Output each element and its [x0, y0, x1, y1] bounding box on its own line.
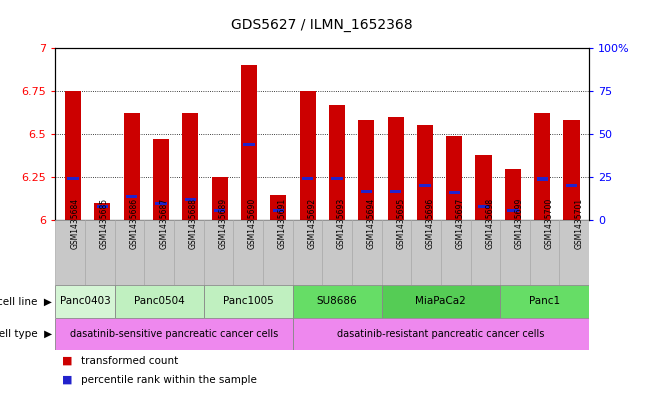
Bar [185, 198, 196, 201]
Bar [126, 195, 137, 198]
Text: GSM1435700: GSM1435700 [545, 198, 553, 249]
Bar [115, 220, 145, 285]
Bar [124, 113, 140, 220]
Bar [358, 120, 374, 220]
Bar [475, 155, 492, 220]
Bar [505, 169, 521, 220]
Bar [94, 203, 110, 220]
Bar [381, 220, 411, 285]
Bar [270, 195, 286, 220]
Bar [233, 220, 263, 285]
Text: dasatinib-resistant pancreatic cancer cells: dasatinib-resistant pancreatic cancer ce… [337, 329, 544, 339]
Text: GSM1435698: GSM1435698 [486, 198, 494, 249]
Bar [302, 176, 313, 180]
Text: GSM1435684: GSM1435684 [70, 198, 79, 249]
Bar [534, 113, 550, 220]
Bar [478, 205, 489, 208]
Bar [361, 189, 372, 193]
Text: GSM1435685: GSM1435685 [100, 198, 109, 249]
Bar [243, 143, 255, 146]
Bar [331, 176, 342, 180]
Bar [559, 220, 589, 285]
Bar [174, 220, 204, 285]
Bar [500, 285, 589, 318]
Text: GSM1435686: GSM1435686 [130, 198, 139, 249]
Bar [322, 220, 352, 285]
Bar [352, 220, 381, 285]
Bar [156, 202, 167, 205]
Bar [55, 285, 115, 318]
Bar [241, 65, 257, 220]
Text: Panc1: Panc1 [529, 296, 561, 307]
Text: GSM1435692: GSM1435692 [307, 198, 316, 249]
Text: GSM1435691: GSM1435691 [278, 198, 286, 249]
Bar [419, 184, 430, 187]
Bar [292, 285, 381, 318]
Bar [292, 318, 589, 350]
Text: Panc0403: Panc0403 [60, 296, 111, 307]
Text: cell type  ▶: cell type ▶ [0, 329, 52, 339]
Bar [390, 189, 401, 193]
Bar [115, 285, 204, 318]
Text: GDS5627 / ILMN_1652368: GDS5627 / ILMN_1652368 [232, 18, 413, 32]
Bar [214, 209, 225, 212]
Bar [204, 220, 233, 285]
Text: percentile rank within the sample: percentile rank within the sample [81, 375, 257, 385]
Bar [500, 220, 530, 285]
Bar [441, 220, 471, 285]
Bar [564, 120, 579, 220]
Bar [65, 91, 81, 220]
Bar [96, 205, 108, 208]
Bar [381, 285, 500, 318]
Bar [446, 136, 462, 220]
Text: cell line  ▶: cell line ▶ [0, 296, 52, 307]
Bar [411, 220, 441, 285]
Text: MiaPaCa2: MiaPaCa2 [415, 296, 466, 307]
Text: GSM1435687: GSM1435687 [159, 198, 168, 249]
Bar [449, 191, 460, 195]
Bar [329, 105, 345, 220]
Bar [536, 177, 548, 180]
Bar [387, 117, 404, 220]
Bar [507, 209, 519, 212]
Text: GSM1435695: GSM1435695 [396, 198, 406, 249]
Bar [263, 220, 292, 285]
Text: GSM1435688: GSM1435688 [189, 198, 198, 249]
Text: SU8686: SU8686 [317, 296, 357, 307]
Text: Panc0504: Panc0504 [133, 296, 184, 307]
Bar [55, 220, 85, 285]
Text: Panc1005: Panc1005 [223, 296, 273, 307]
Bar [67, 176, 79, 180]
Text: GSM1435689: GSM1435689 [219, 198, 227, 249]
Text: dasatinib-sensitive pancreatic cancer cells: dasatinib-sensitive pancreatic cancer ce… [70, 329, 278, 339]
Bar [471, 220, 500, 285]
Bar [530, 220, 559, 285]
Text: GSM1435690: GSM1435690 [248, 198, 257, 249]
Bar [182, 113, 199, 220]
Bar [212, 177, 228, 220]
Bar [85, 220, 115, 285]
Text: ■: ■ [62, 356, 72, 366]
Text: GSM1435697: GSM1435697 [456, 198, 465, 249]
Bar [55, 318, 292, 350]
Bar [153, 139, 169, 220]
Text: GSM1435694: GSM1435694 [367, 198, 376, 249]
Bar [566, 184, 577, 187]
Bar [292, 220, 322, 285]
Text: transformed count: transformed count [81, 356, 178, 366]
Bar [145, 220, 174, 285]
Text: GSM1435701: GSM1435701 [574, 198, 583, 249]
Text: ■: ■ [62, 375, 72, 385]
Bar [417, 125, 433, 220]
Text: GSM1435699: GSM1435699 [515, 198, 524, 249]
Text: GSM1435696: GSM1435696 [426, 198, 435, 249]
Text: GSM1435693: GSM1435693 [337, 198, 346, 249]
Bar [273, 209, 284, 212]
Bar [299, 91, 316, 220]
Bar [204, 285, 292, 318]
